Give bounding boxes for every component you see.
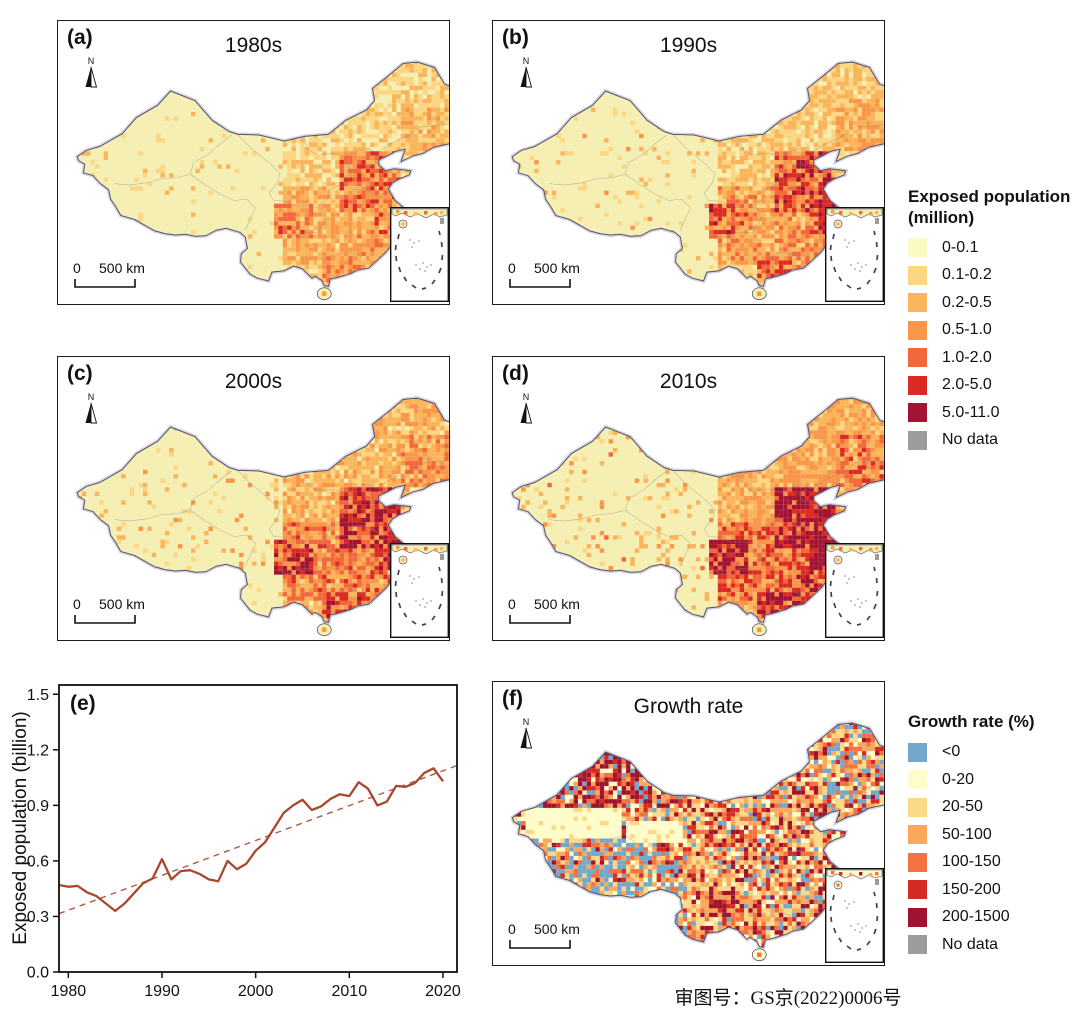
scale-bar: 0 500 km	[508, 596, 618, 628]
legend-title: Exposed population	[908, 187, 1071, 206]
legend-item: <0	[908, 742, 1080, 762]
south-china-sea-inset	[825, 207, 884, 302]
legend-item: No data	[908, 430, 1080, 450]
panel-title-a: 1980s	[224, 34, 283, 57]
legend-item: 20-50	[908, 797, 1080, 817]
legend-item: 100-150	[908, 852, 1080, 872]
panel-letter-b: (b)	[502, 26, 529, 49]
legend-item: 1.0-2.0	[908, 348, 1080, 368]
legend-swatch	[908, 403, 927, 423]
legend-title-unit: (million)	[908, 207, 975, 227]
legend-swatch	[908, 430, 927, 450]
panel-title-c: 2000s	[224, 370, 283, 393]
legend-swatch	[908, 742, 927, 762]
legend-swatch	[908, 265, 927, 285]
legend-item: 200-1500	[908, 907, 1080, 927]
legend-item: 50-100	[908, 825, 1080, 845]
legend-item: 150-200	[908, 880, 1080, 900]
legend-item: 0.2-0.5	[908, 293, 1080, 313]
north-arrow-icon: N	[516, 57, 536, 88]
map-panel-d: (d) 2010s N 0 500 km	[492, 356, 885, 641]
legend-swatch	[908, 320, 927, 340]
scale-bar: 0 500 km	[508, 260, 618, 292]
panel-title-b: 1990s	[659, 34, 718, 57]
legend-swatch	[908, 348, 927, 368]
map-panel-c: (c) 2000s N 0 500 km	[57, 356, 450, 641]
south-china-sea-inset	[825, 868, 884, 963]
map-panel-a: (a) 1980s N 0 500 km	[57, 20, 450, 305]
legend-growth-rate: Growth rate (%) <0 0-20 20-50 50-100 100…	[908, 712, 1080, 963]
legend-item: 5.0-11.0	[908, 403, 1080, 423]
legend-item: 2.0-5.0	[908, 375, 1080, 395]
legend-item: 0.5-1.0	[908, 320, 1080, 340]
map-panel-f: (f) Growth rate N 0 500 km	[492, 681, 885, 966]
panel-title-f: Growth rate	[633, 695, 744, 718]
north-arrow-icon: N	[516, 718, 536, 749]
panel-letter-a: (a)	[67, 26, 93, 49]
china-choropleth-map-a	[74, 60, 449, 301]
north-arrow-icon: N	[81, 57, 101, 88]
south-china-sea-inset	[390, 207, 449, 302]
china-growth-rate-map-f	[509, 721, 884, 962]
legend-item: 0.1-0.2	[908, 265, 1080, 285]
legend-title: Growth rate (%)	[908, 712, 1035, 731]
legend-item: 0-20	[908, 770, 1080, 790]
south-china-sea-inset	[825, 543, 884, 638]
scale-bar: 0 500 km	[508, 921, 618, 953]
panel-title-d: 2010s	[659, 370, 718, 393]
legend-swatch	[908, 907, 927, 927]
panel-letter-f: (f)	[502, 687, 523, 710]
north-arrow-icon: N	[516, 393, 536, 424]
north-arrow-icon: N	[81, 393, 101, 424]
legend-swatch	[908, 293, 927, 313]
legend-swatch	[908, 935, 927, 955]
legend-swatch	[908, 880, 927, 900]
map-panel-b: (b) 1990s N 0 500 km	[492, 20, 885, 305]
legend-exposed-population: Exposed population (million) 0-0.1 0.1-0…	[908, 187, 1080, 458]
legend-swatch	[908, 238, 927, 258]
south-china-sea-inset	[390, 543, 449, 638]
legend-swatch	[908, 825, 927, 845]
panel-letter-e: (e)	[70, 692, 96, 715]
legend-swatch	[908, 375, 927, 395]
legend-swatch	[908, 770, 927, 790]
legend-swatch	[908, 852, 927, 872]
map-approval-number-caption: 审图号：GS京(2022)0006号	[674, 988, 902, 1009]
panel-letter-d: (d)	[502, 362, 529, 385]
legend-item: No data	[908, 935, 1080, 955]
scale-bar: 0 500 km	[73, 596, 183, 628]
panel-letter-c: (c)	[67, 362, 93, 385]
legend-swatch	[908, 797, 927, 817]
legend-item: 0-0.1	[908, 238, 1080, 258]
scale-bar: 0 500 km	[73, 260, 183, 292]
china-choropleth-map-c	[74, 396, 449, 637]
line-chart-panel-e: 0.0 0.3 0.6 0.9 1.2 1.5 1980 1990 2000 2010 2020 (…	[0, 676, 470, 1014]
y-axis-title: Exposed population (billion)	[10, 711, 31, 945]
